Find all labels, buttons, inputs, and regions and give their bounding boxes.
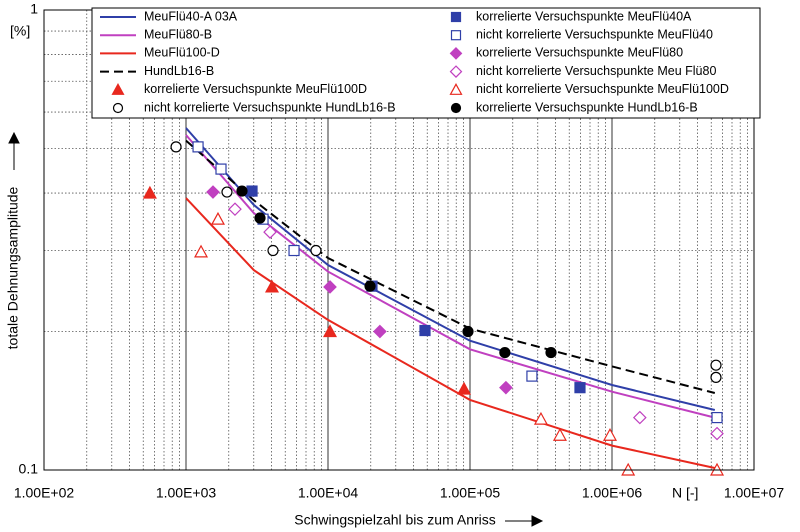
x-tick-label: 1.00E+03 — [156, 485, 217, 501]
marker — [574, 382, 586, 394]
legend-box — [91, 7, 761, 119]
marker — [221, 186, 233, 198]
marker — [246, 185, 258, 197]
marker — [710, 426, 724, 441]
marker — [419, 324, 431, 337]
marker — [288, 244, 300, 257]
legend-label: korrelierte Versuchspunkte MeuFlü80 — [476, 46, 683, 60]
y-unit: [%] — [10, 23, 30, 39]
marker — [322, 324, 338, 338]
marker — [263, 225, 277, 239]
marker — [533, 411, 548, 425]
marker — [267, 244, 279, 257]
marker — [310, 244, 322, 257]
legend-label: nicht korrelierte Versuchspunkte Meu Flü… — [476, 64, 716, 78]
plot-area — [142, 127, 725, 476]
legend-label: HundLb16-B — [144, 64, 214, 78]
y-axis-arrow — [8, 131, 20, 170]
marker — [602, 427, 618, 441]
marker — [228, 202, 242, 217]
marker — [499, 346, 511, 359]
x-unit: N [-] — [672, 485, 698, 501]
legend: MeuFlü40-A 03A MeuFlü80-B MeuFlü100-D HundL… — [91, 7, 761, 119]
legend-symbol — [450, 102, 462, 114]
legend-symbol — [449, 47, 463, 60]
marker — [552, 427, 567, 441]
legend-label: korrelierte Versuchspunkte MeuFlü40A — [476, 9, 692, 23]
marker — [215, 163, 227, 175]
marker — [457, 381, 472, 395]
marker — [236, 185, 248, 197]
marker — [323, 280, 337, 294]
x-tick-label: 1.00E+07 — [724, 485, 785, 501]
x-tick-label: 1.00E+06 — [582, 485, 643, 501]
marker — [206, 185, 220, 199]
legend-label: nicht korrelierte Versuchspunkte HundLb1… — [144, 100, 396, 114]
marker — [710, 359, 722, 371]
x-tick-label: 1.00E+02 — [14, 485, 75, 501]
x-axis-title: Schwingspielzahl bis zum Anriss — [294, 512, 496, 528]
marker — [142, 185, 157, 199]
x-axis-arrow — [505, 515, 544, 527]
marker — [632, 410, 647, 425]
marker — [364, 280, 376, 292]
x-tick-label: 1.00E+05 — [440, 485, 501, 501]
marker — [264, 279, 280, 293]
legend-label: korrelierte Versuchspunkte HundLb16-B — [476, 100, 698, 114]
legend-symbol — [112, 102, 124, 114]
y-axis-title: totale Dehnungsamplitude — [5, 186, 21, 349]
series-line — [185, 197, 716, 469]
marker — [373, 324, 387, 339]
legend-label: MeuFlü100-D — [144, 46, 220, 60]
marker — [499, 380, 513, 395]
legend-label: nicht korrelierte Versuchspunkte MeuFlü1… — [476, 82, 729, 96]
y-tick-label: 0.1 — [19, 461, 39, 477]
marker — [210, 211, 226, 225]
legend-symbol — [450, 11, 462, 23]
marker — [194, 244, 209, 258]
legend-symbol — [111, 83, 125, 95]
legend-label: korrelierte Versuchspunkte MeuFlü100D — [144, 82, 367, 96]
marker — [710, 371, 722, 383]
marker — [462, 325, 474, 338]
marker — [711, 411, 723, 424]
marker — [192, 141, 204, 153]
legend-label: nicht korrelierte Versuchspunkte MeuFlü4… — [476, 27, 713, 41]
legend-label: MeuFlü40-A 03A — [144, 9, 238, 23]
legend-symbol — [449, 83, 463, 95]
legend-symbol — [450, 30, 462, 41]
labels: [%] N [-] Schwingspielzahl bis zum Anris… — [5, 23, 699, 528]
marker — [170, 141, 182, 153]
marker — [545, 346, 557, 359]
y-tick-label: 1 — [30, 1, 38, 17]
marker — [254, 212, 266, 224]
x-tick-label: 1.00E+04 — [298, 485, 359, 501]
series-line — [185, 134, 716, 419]
marker — [526, 370, 538, 382]
legend-symbol — [449, 65, 463, 78]
legend-label: MeuFlü80-B — [144, 27, 212, 41]
